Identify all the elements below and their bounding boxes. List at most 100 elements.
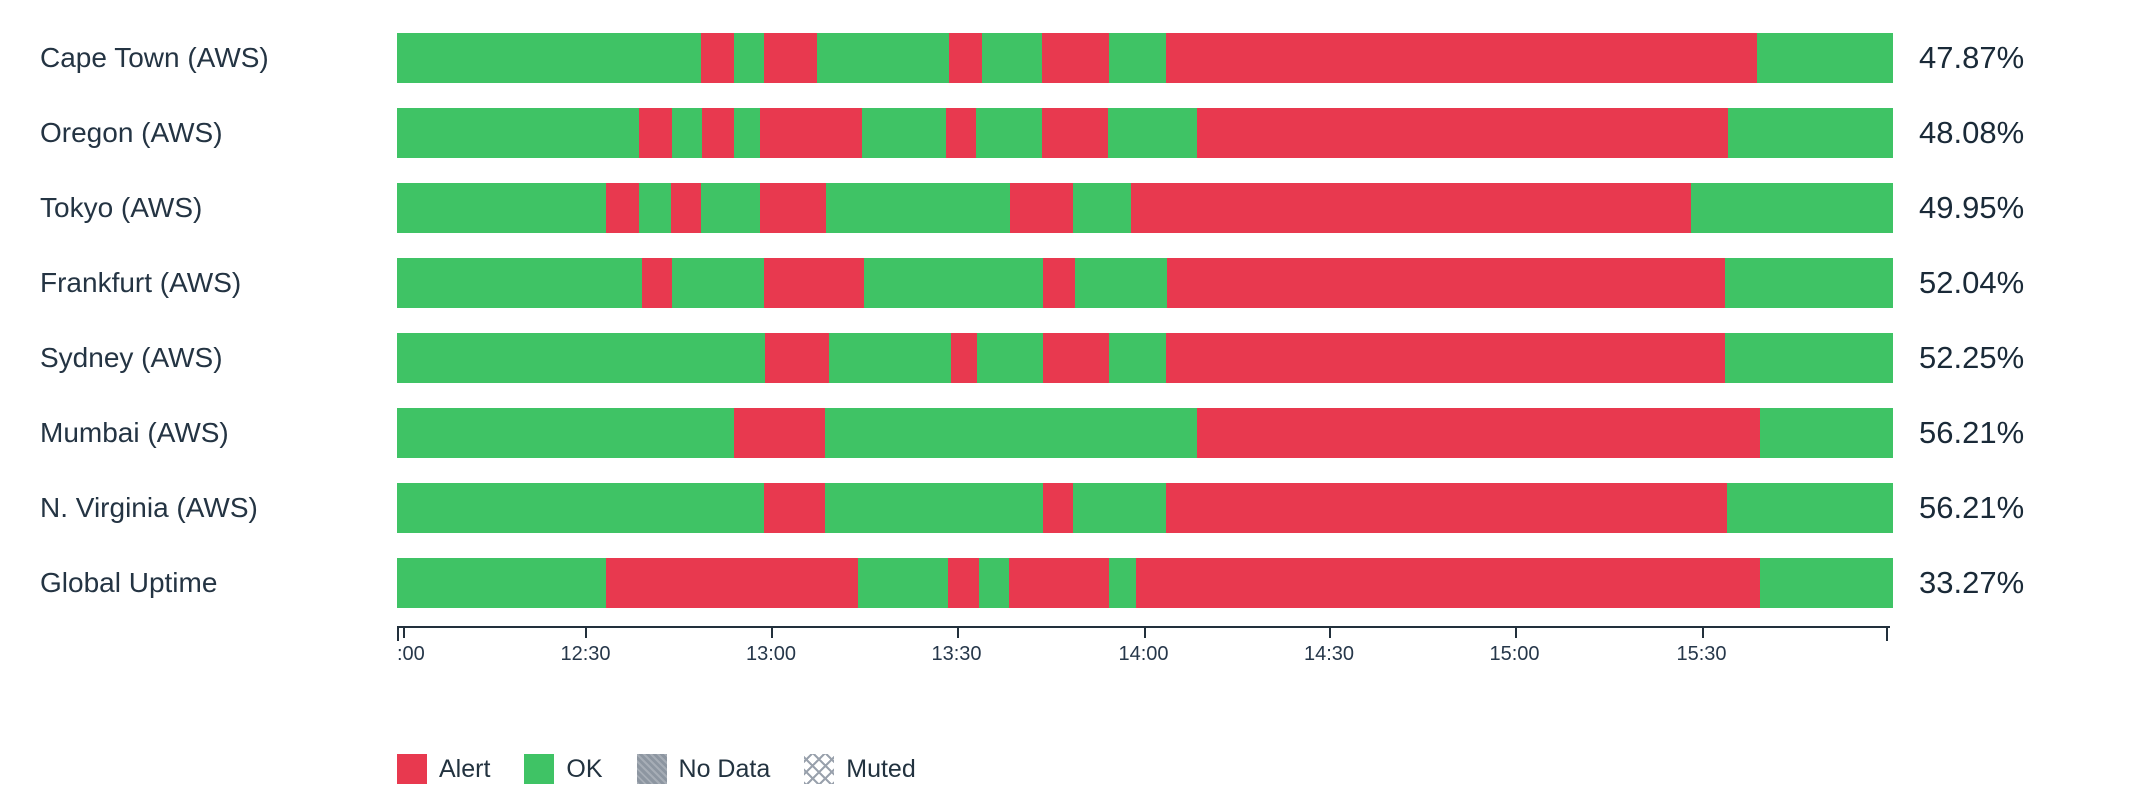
ok-segment[interactable]: [1073, 482, 1166, 533]
ok-segment[interactable]: [1759, 407, 1893, 458]
alert-segment[interactable]: [1197, 107, 1729, 158]
ok-segment[interactable]: [1728, 107, 1893, 158]
ok-segment[interactable]: [397, 482, 764, 533]
ok-segment[interactable]: [1109, 557, 1136, 608]
ok-segment[interactable]: [824, 482, 1044, 533]
ok-segment[interactable]: [397, 107, 640, 158]
ok-segment[interactable]: [397, 32, 701, 83]
axis-tick-label: :00: [397, 643, 425, 665]
alert-segment[interactable]: [1043, 257, 1075, 308]
uptime-value: 48.08%: [1919, 114, 2025, 150]
legend-item-alert: Alert: [397, 754, 490, 784]
alert-segment[interactable]: [1043, 482, 1074, 533]
axis-tick-label: 15:30: [1676, 643, 1727, 665]
uptime-row: Tokyo (AWS) 49.95%: [0, 170, 2134, 245]
uptime-value: 56.21%: [1919, 489, 2025, 525]
ok-segment[interactable]: [817, 32, 949, 83]
alert-segment[interactable]: [950, 332, 978, 383]
muted-swatch: [804, 754, 835, 784]
ok-segment[interactable]: [1107, 107, 1198, 158]
ok-segment[interactable]: [700, 182, 761, 233]
alert-segment[interactable]: [670, 182, 701, 233]
ok-segment[interactable]: [1073, 182, 1132, 233]
ok-segment[interactable]: [1726, 482, 1893, 533]
ok-segment[interactable]: [733, 32, 764, 83]
ok-segment[interactable]: [1074, 257, 1168, 308]
axis-tick: [1701, 626, 1704, 638]
ok-segment[interactable]: [672, 107, 703, 158]
ok-segment[interactable]: [1109, 32, 1166, 83]
row-label: Tokyo (AWS): [40, 191, 203, 223]
ok-segment[interactable]: [862, 107, 946, 158]
ok-segment[interactable]: [824, 407, 1198, 458]
legend-label: OK: [566, 754, 603, 783]
uptime-row: N. Virginia (AWS) 56.21%: [0, 470, 2134, 545]
ok-segment[interactable]: [1690, 182, 1893, 233]
ok-segment[interactable]: [397, 332, 766, 383]
alert-segment[interactable]: [1165, 32, 1757, 83]
ok-segment[interactable]: [977, 332, 1044, 383]
alert-segment[interactable]: [1041, 32, 1110, 83]
ok-segment[interactable]: [857, 557, 948, 608]
axis-tick: [1143, 626, 1146, 638]
legend-item-muted: Muted: [804, 754, 916, 784]
alert-segment[interactable]: [948, 32, 982, 83]
axis-tick: [585, 626, 588, 638]
legend-item-ok: OK: [524, 754, 603, 784]
ok-segment[interactable]: [397, 557, 607, 608]
alert-segment[interactable]: [1008, 557, 1110, 608]
alert-segment[interactable]: [763, 482, 825, 533]
ok-segment[interactable]: [978, 557, 1009, 608]
alert-segment[interactable]: [1041, 107, 1108, 158]
alert-segment[interactable]: [760, 107, 863, 158]
ok-segment[interactable]: [1756, 32, 1893, 83]
alert-segment[interactable]: [733, 407, 825, 458]
alert-segment[interactable]: [1165, 332, 1726, 383]
ok-segment[interactable]: [981, 32, 1042, 83]
alert-segment[interactable]: [1131, 182, 1691, 233]
uptime-row: Sydney (AWS) 52.25%: [0, 320, 2134, 395]
ok-segment[interactable]: [1759, 557, 1893, 608]
ok-segment[interactable]: [639, 182, 671, 233]
alert-segment[interactable]: [1010, 182, 1074, 233]
alert-segment[interactable]: [945, 107, 976, 158]
alert-segment[interactable]: [947, 557, 979, 608]
ok-segment[interactable]: [975, 107, 1042, 158]
ok-segment[interactable]: [829, 332, 951, 383]
legend-label: No Data: [678, 754, 771, 783]
ok-segment[interactable]: [1725, 332, 1893, 383]
alert-segment[interactable]: [639, 107, 673, 158]
ok-segment[interactable]: [1109, 332, 1166, 383]
alert-segment[interactable]: [700, 32, 734, 83]
status-legend: Alert OK No Data Muted: [397, 754, 2134, 784]
alert-segment[interactable]: [1197, 407, 1760, 458]
ok-segment[interactable]: [863, 257, 1044, 308]
ok-segment[interactable]: [397, 182, 607, 233]
status-bar: [397, 32, 1893, 83]
row-label: Oregon (AWS): [40, 116, 223, 148]
axis-tick-label: 13:00: [745, 643, 797, 665]
ok-segment[interactable]: [1725, 257, 1893, 308]
alert-segment[interactable]: [1135, 557, 1760, 608]
ok-segment[interactable]: [397, 257, 643, 308]
alert-segment[interactable]: [1043, 332, 1110, 383]
alert-segment[interactable]: [606, 557, 858, 608]
alert-segment[interactable]: [606, 182, 640, 233]
alert-segment[interactable]: [765, 332, 830, 383]
ok-segment[interactable]: [826, 182, 1011, 233]
alert-segment[interactable]: [760, 182, 827, 233]
alert-segment[interactable]: [642, 257, 673, 308]
ok-segment[interactable]: [397, 407, 734, 458]
uptime-row: Cape Town (AWS) 47.87%: [0, 20, 2134, 95]
row-label: Global Uptime: [40, 566, 218, 598]
ok-segment[interactable]: [672, 257, 764, 308]
alert-segment[interactable]: [702, 107, 734, 158]
uptime-value: 52.25%: [1919, 339, 2025, 375]
alert-segment[interactable]: [763, 257, 864, 308]
ok-segment[interactable]: [733, 107, 761, 158]
status-bar: [397, 482, 1893, 533]
alert-segment[interactable]: [1167, 257, 1726, 308]
alert-segment[interactable]: [1165, 482, 1727, 533]
alert-segment[interactable]: [763, 32, 818, 83]
